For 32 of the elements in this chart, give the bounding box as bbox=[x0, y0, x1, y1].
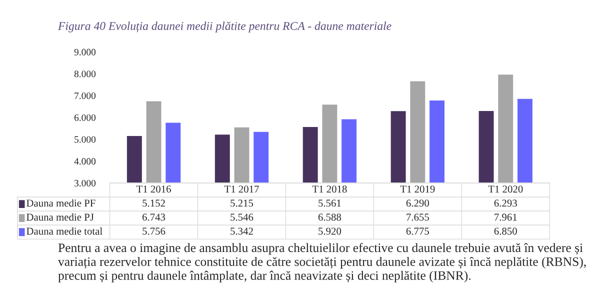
x-tick-label: T1 2018 bbox=[312, 186, 347, 193]
y-tick-label: 8.000 bbox=[74, 70, 96, 78]
y-tick-label: 6.000 bbox=[74, 114, 96, 121]
chart-title: Figura 40 Evoluția daunei medii plătite pentru RCA - daune materiale bbox=[58, 22, 392, 32]
legend-label: Dauna medie total bbox=[26, 227, 102, 235]
data-label: 6.743 bbox=[142, 214, 166, 221]
y-tick-label: 3.000 bbox=[74, 180, 96, 187]
data-label: 5.546 bbox=[230, 214, 254, 221]
data-label: 6.290 bbox=[406, 200, 429, 207]
data-label: 5.561 bbox=[318, 200, 341, 207]
data-label: 6.293 bbox=[494, 200, 517, 207]
data-label: 6.588 bbox=[318, 214, 342, 221]
data-label: 5.920 bbox=[318, 228, 342, 235]
data-label: 7.961 bbox=[494, 214, 517, 221]
x-tick-label: T1 2016 bbox=[136, 186, 171, 193]
y-tick-label: 4.000 bbox=[74, 158, 96, 165]
legend-label: Dauna medie PF bbox=[26, 199, 96, 207]
x-tick-label: T1 2020 bbox=[488, 186, 523, 193]
y-tick-label: 5.000 bbox=[74, 136, 96, 143]
data-label: 5.215 bbox=[230, 200, 254, 207]
y-tick-label: 9.000 bbox=[74, 48, 96, 56]
data-label: 6.850 bbox=[494, 228, 517, 235]
text: Pentru a avea o imagine de ansamblu asupra cheltuielilor efective cu daunele trebuie avută în vedere și variația rezervelor tehnice constituite de către societăți pentru daunele avizate și încă neplătite (RBNS), precum și pentru daunele întâmplate, dar încă neavizate și deci neplătite (IBNR). bbox=[58, 243, 586, 282]
data-label: 6.775 bbox=[406, 228, 429, 235]
data-label: 5.342 bbox=[230, 228, 253, 235]
data-label: 5.152 bbox=[142, 200, 165, 207]
x-tick-label: T1 2019 bbox=[400, 186, 435, 193]
x-tick-label: T1 2017 bbox=[224, 186, 259, 193]
y-tick-label: 7.000 bbox=[74, 92, 96, 100]
data-label: 5.756 bbox=[142, 228, 166, 235]
legend-label: Dauna medie PJ bbox=[26, 213, 94, 221]
data-label: 7.655 bbox=[406, 214, 429, 221]
